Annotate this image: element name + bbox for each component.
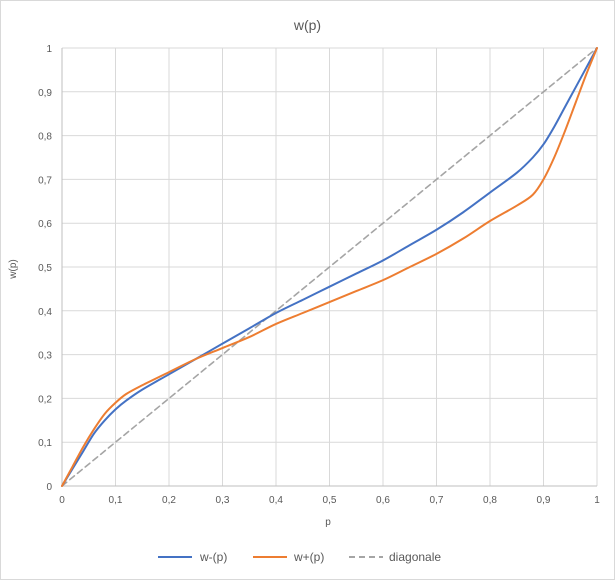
series-lines bbox=[61, 47, 598, 487]
x-tick-label: 0,4 bbox=[269, 495, 283, 506]
x-tick-label: 0,6 bbox=[376, 495, 390, 506]
y-tick-label: 0,4 bbox=[38, 307, 52, 318]
x-tick-label: 0,2 bbox=[162, 495, 176, 506]
y-tick-label: 0,7 bbox=[38, 175, 52, 186]
x-axis-title: p bbox=[325, 517, 331, 528]
x-tick-label: 0,3 bbox=[216, 495, 230, 506]
y-tick-label: 0 bbox=[46, 482, 52, 493]
x-tick-label: 0,7 bbox=[430, 495, 444, 506]
legend-label-w-p: w+(p) bbox=[293, 550, 324, 564]
x-tick-label: 1 bbox=[594, 495, 600, 506]
y-tick-label: 0,1 bbox=[38, 438, 52, 449]
x-tick-label: 0,8 bbox=[483, 495, 497, 506]
x-tick-label: 0,1 bbox=[109, 495, 123, 506]
x-tick-label: 0,9 bbox=[537, 495, 551, 506]
series-line-diagonale bbox=[61, 47, 598, 487]
legend-label-w-p: w-(p) bbox=[199, 550, 227, 564]
y-axis-title: w(p) bbox=[8, 259, 19, 279]
y-tick-label: 0,6 bbox=[38, 219, 52, 230]
legend-label-diagonale: diagonale bbox=[389, 550, 441, 564]
gridlines bbox=[62, 47, 598, 486]
series-line-w-p bbox=[61, 47, 598, 487]
y-tick-label: 0,9 bbox=[38, 88, 52, 99]
legend: w-(p) w+(p) diagonale bbox=[158, 550, 441, 564]
y-tick-label: 0,8 bbox=[38, 132, 52, 143]
x-tick-label: 0 bbox=[59, 495, 65, 506]
x-tick-label: 0,5 bbox=[323, 495, 337, 506]
series-line-w-p bbox=[61, 47, 598, 487]
y-tick-label: 0,2 bbox=[38, 394, 52, 405]
y-tick-label: 1 bbox=[46, 44, 52, 55]
chart-title: w(p) bbox=[293, 17, 321, 33]
y-tick-label: 0,5 bbox=[38, 263, 52, 274]
y-tick-label: 0,3 bbox=[38, 351, 52, 362]
axes bbox=[61, 48, 597, 487]
tick-labels: 0 0,1 0,2 0,3 0,4 0,5 0,6 0,7 0,8 0,9 1 0 0,1 0,2 0,3 0… bbox=[38, 44, 600, 506]
